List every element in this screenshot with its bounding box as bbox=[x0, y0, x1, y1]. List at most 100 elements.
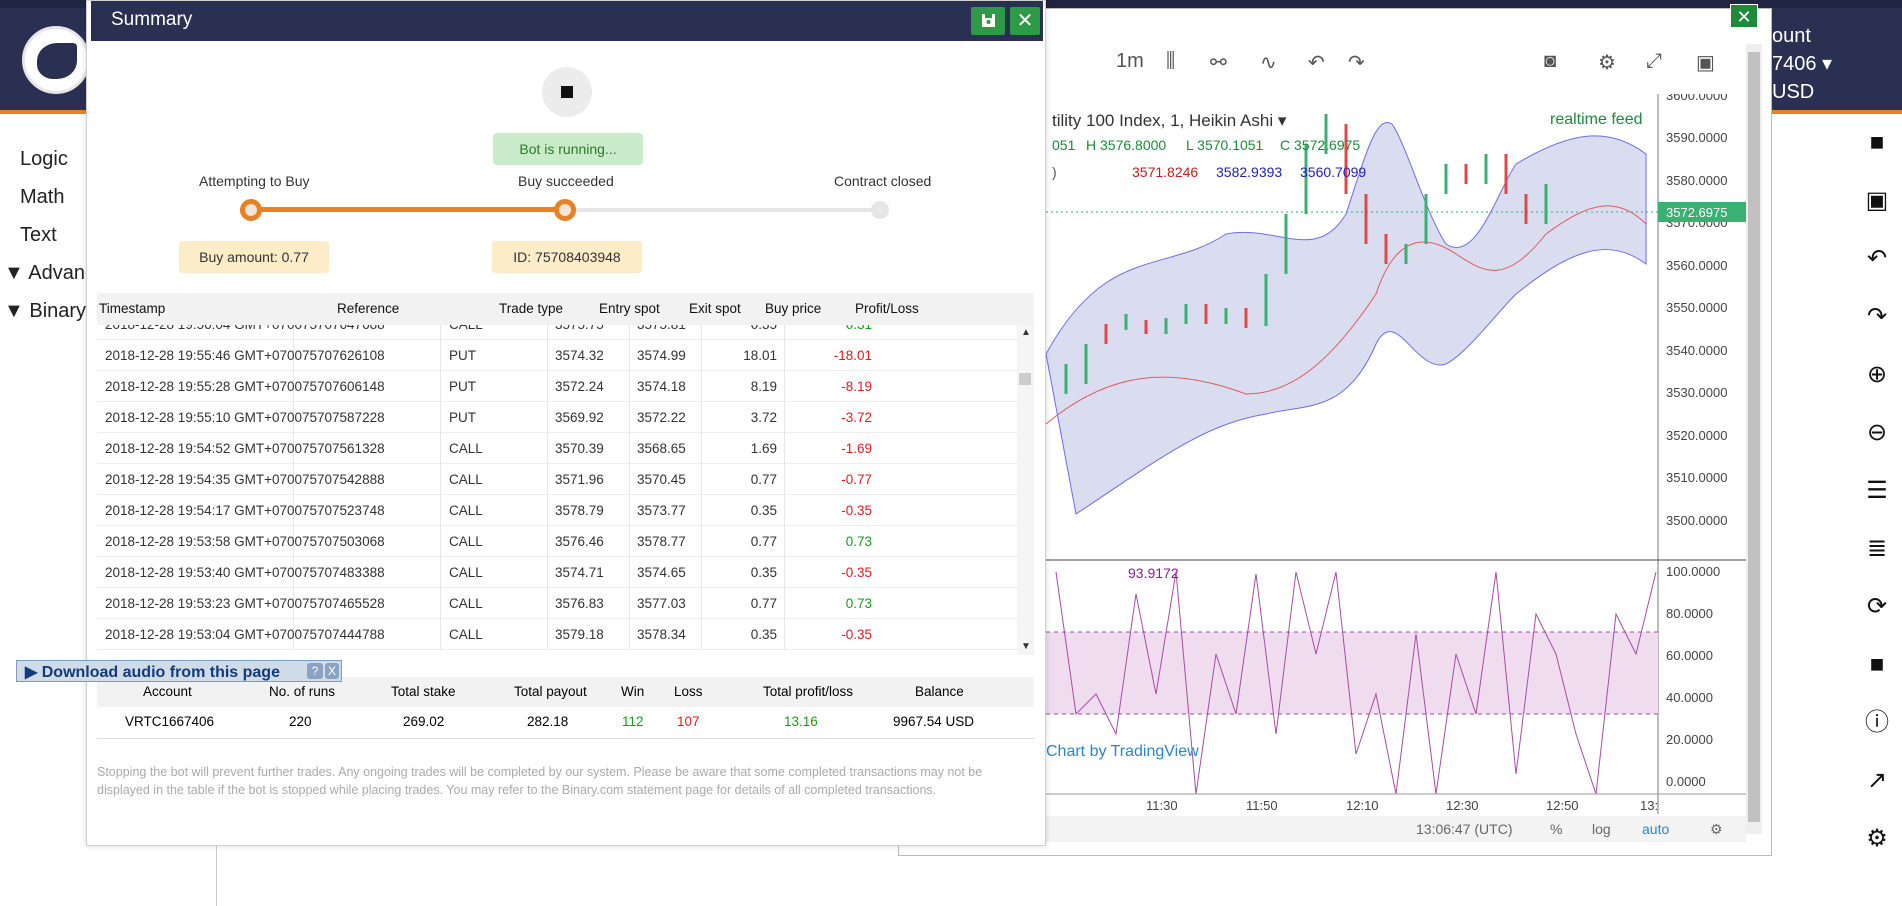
undo-icon[interactable]: ↶ bbox=[1866, 245, 1888, 272]
blocks-menu-text[interactable]: Text bbox=[0, 216, 216, 254]
blocks-menu-label: Text bbox=[20, 224, 57, 246]
chart-save-icon[interactable]: ▣ bbox=[1696, 52, 1715, 74]
totals-stake: 269.02 bbox=[403, 714, 445, 729]
summary-close-button[interactable]: ✕ bbox=[1010, 7, 1040, 35]
bb-mid: 3582.9393 bbox=[1216, 164, 1282, 180]
redo-icon[interactable]: ↷ bbox=[1866, 303, 1888, 330]
summary-save-button[interactable] bbox=[971, 7, 1005, 35]
table-row[interactable]: 2018-12-28 19:53:04 GMT+0700 75707444788 C… bbox=[97, 619, 1017, 650]
cell-trade-type: CALL bbox=[449, 472, 483, 487]
candle-type-icon[interactable]: ⫼ bbox=[1166, 50, 1176, 72]
column-divider bbox=[293, 433, 294, 464]
table-row[interactable]: 2018-12-28 19:53:58 GMT+0700 75707503068 C… bbox=[97, 526, 1017, 557]
totals-row: VRTC1667406 220 269.02 282.18 112 107 13… bbox=[97, 707, 1034, 739]
chart-undo-icon[interactable]: ↶ bbox=[1308, 52, 1325, 74]
zoom-in-icon[interactable]: ⊕ bbox=[1866, 361, 1888, 388]
bb-upper: 3571.8246 bbox=[1132, 164, 1198, 180]
cell-timestamp: 2018-12-28 19:53:04 GMT+0700 bbox=[105, 627, 303, 642]
price-tick: 3590.0000 bbox=[1666, 130, 1727, 145]
table-scroll-thumb[interactable] bbox=[1019, 373, 1031, 385]
info-icon[interactable]: ⓘ bbox=[1865, 709, 1889, 736]
table-row[interactable]: 2018-12-28 19:55:28 GMT+0700 75707606148 P… bbox=[97, 371, 1017, 402]
percent-toggle[interactable]: % bbox=[1550, 821, 1563, 837]
account-id[interactable]: 7406 ▾ bbox=[1772, 53, 1833, 75]
cell-timestamp: 2018-12-28 19:54:17 GMT+0700 bbox=[105, 503, 303, 518]
column-divider bbox=[784, 495, 785, 526]
table-row[interactable]: 2018-12-28 19:54:52 GMT+0700 75707561328 C… bbox=[97, 433, 1017, 464]
table-row[interactable]: 2018-12-28 19:55:10 GMT+0700 75707587228 P… bbox=[97, 402, 1017, 433]
camera-icon[interactable]: ◙ bbox=[1544, 50, 1557, 72]
zoom-out-icon[interactable]: ⊖ bbox=[1866, 419, 1888, 446]
log-toggle[interactable]: log bbox=[1592, 821, 1611, 837]
compare-icon[interactable]: ∿ bbox=[1260, 52, 1277, 74]
account-info[interactable]: ount 7406 ▾ USD bbox=[1772, 22, 1832, 106]
cell-trade-type: CALL bbox=[449, 596, 483, 611]
scroll-up-icon[interactable]: ▲ bbox=[1021, 327, 1031, 338]
scroll-down-icon[interactable]: ▼ bbox=[1021, 641, 1031, 652]
fullscreen-icon[interactable]: ⤢ bbox=[1646, 50, 1662, 72]
blocks-menu-math[interactable]: Math bbox=[0, 178, 216, 216]
stop-icon[interactable]: ■ bbox=[1869, 651, 1885, 678]
cell-profit-loss: -3.72 bbox=[841, 410, 872, 425]
cell-exit-spot: 3578.77 bbox=[637, 534, 686, 549]
column-divider bbox=[293, 325, 294, 340]
chart-redo-icon[interactable]: ↷ bbox=[1348, 52, 1365, 74]
blocks-menu-logic[interactable]: Logic bbox=[0, 140, 216, 178]
column-divider bbox=[547, 619, 548, 650]
table-scrollbar[interactable]: ▲ ▼ bbox=[1017, 325, 1034, 655]
table-row[interactable]: 2018-12-28 19:54:35 GMT+0700 75707542888 C… bbox=[97, 464, 1017, 495]
osc-tick: 60.0000 bbox=[1666, 648, 1713, 663]
save-icon[interactable]: ▣ bbox=[1865, 187, 1889, 214]
oscillator-line bbox=[1055, 571, 1657, 795]
sort-icon[interactable]: ☰ bbox=[1866, 477, 1888, 504]
cell-profit-loss: 0.73 bbox=[845, 534, 872, 549]
trades-table-body[interactable]: 2018-12-28 19:56:04 GMT+070075707647688 C… bbox=[97, 325, 1017, 655]
summary-dialog: Summary ✕ Bot is running... Attempting t… bbox=[86, 0, 1046, 846]
column-divider bbox=[784, 325, 785, 340]
table-row[interactable]: 2018-12-28 19:53:40 GMT+0700 75707483388 C… bbox=[97, 557, 1017, 588]
chart-close-button[interactable]: ✕ bbox=[1730, 4, 1758, 28]
chart-scrollbar-thumb[interactable] bbox=[1748, 52, 1760, 822]
reset-icon[interactable]: ⟳ bbox=[1866, 593, 1888, 620]
interval-button[interactable]: 1m bbox=[1116, 50, 1144, 72]
column-divider bbox=[293, 464, 294, 495]
table-row[interactable]: 2018-12-28 19:53:23 GMT+0700 75707465528 C… bbox=[97, 588, 1017, 619]
download-audio-bar[interactable]: ▶ Download audio from this page ? X bbox=[16, 660, 342, 682]
trading-view-icon[interactable]: ⚙ bbox=[1866, 825, 1888, 852]
time-tick: 12:30 bbox=[1446, 798, 1479, 813]
download-audio-label[interactable]: ▶ Download audio from this page bbox=[25, 664, 280, 681]
price-tick: 3580.0000 bbox=[1666, 173, 1727, 188]
table-row[interactable]: 2018-12-28 19:55:46 GMT+0700 75707626108 P… bbox=[97, 340, 1017, 371]
column-divider bbox=[293, 588, 294, 619]
col-buy-price: Buy price bbox=[765, 301, 822, 316]
list-icon[interactable]: ≣ bbox=[1866, 535, 1888, 562]
help-icon[interactable]: ? bbox=[307, 663, 323, 679]
column-divider bbox=[701, 526, 702, 557]
tradingview-credit[interactable]: Chart by TradingView bbox=[1046, 743, 1199, 760]
chart-gear-icon[interactable]: ⚙ bbox=[1710, 821, 1723, 837]
totals-balance: 9967.54 USD bbox=[893, 714, 975, 729]
binary-logo[interactable] bbox=[22, 26, 90, 94]
totals-header: Account No. of runs Total stake Total pa… bbox=[97, 677, 1034, 707]
trades-table-header: Timestamp Reference Trade type Entry spo… bbox=[97, 293, 1034, 325]
chart-icon[interactable]: ↗ bbox=[1866, 767, 1888, 794]
column-divider bbox=[293, 495, 294, 526]
totals-col-stake: Total stake bbox=[391, 684, 456, 699]
totals-win: 112 bbox=[622, 714, 644, 729]
price-chart[interactable]: tility 100 Index, 1, Heikin Ashi ▾ 051 H… bbox=[1046, 94, 1746, 836]
column-divider bbox=[701, 619, 702, 650]
indicators-icon[interactable]: ⚯ bbox=[1210, 52, 1227, 74]
blocks-menu-binary[interactable]: ▼ Binary bbox=[0, 292, 216, 330]
close-icon[interactable]: X bbox=[325, 663, 339, 679]
stop-bot-button[interactable] bbox=[542, 67, 592, 117]
cell-buy-price: 0.35 bbox=[750, 627, 777, 642]
column-divider bbox=[629, 402, 630, 433]
settings-icon[interactable]: ⚙ bbox=[1598, 52, 1616, 74]
auto-toggle[interactable]: auto bbox=[1642, 821, 1670, 837]
table-row[interactable]: 2018-12-28 19:54:17 GMT+0700 75707523748 C… bbox=[97, 495, 1017, 526]
table-row[interactable]: 2018-12-28 19:56:04 GMT+070075707647688 C… bbox=[97, 325, 1017, 340]
folder-icon[interactable]: ■ bbox=[1869, 129, 1885, 156]
column-divider bbox=[547, 464, 548, 495]
column-divider bbox=[629, 588, 630, 619]
blocks-menu-advanced[interactable]: ▼ Advanc bbox=[0, 254, 216, 292]
